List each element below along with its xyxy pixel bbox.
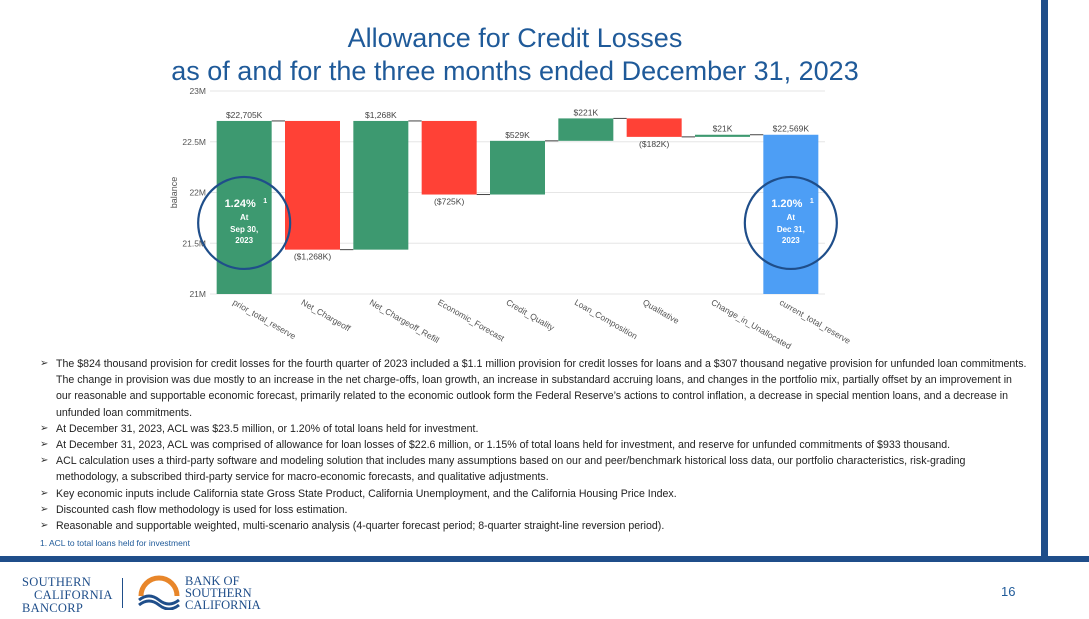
bar-Loan_Composition — [558, 118, 614, 141]
bullet-list: The $824 thousand provision for credit l… — [40, 356, 1030, 551]
bullet-item: ACL calculation uses a third-party softw… — [40, 453, 1030, 485]
annotation-sup: 1 — [810, 198, 814, 205]
annotation-year: 2023 — [235, 236, 253, 245]
right-accent-bar — [1041, 0, 1048, 560]
waterfall-chart: 21M 21.5M 22M 22.5M 23M balance $22,705K prior_… — [169, 86, 853, 350]
bank-of-southern-california-logo: BANK OF SOUTHERN CALIFORNIA — [135, 574, 285, 612]
y-axis-label: balance — [169, 177, 179, 209]
annotation-date: Sep 30, — [230, 225, 258, 234]
logo-left-line-2: CALIFORNIA — [34, 588, 113, 602]
logo-right-line-3: CALIFORNIA — [185, 598, 261, 612]
category-label: Net_Chargeoff — [300, 297, 353, 334]
annotation-ring — [743, 175, 838, 271]
annotation-sup: 1 — [263, 198, 267, 205]
annotation-year: 2023 — [782, 236, 800, 245]
bar-Qualitative — [626, 118, 682, 137]
annotation-ring — [197, 175, 292, 271]
category-label: Qualitative — [641, 297, 681, 326]
bullet-item: Key economic inputs include California s… — [40, 486, 1030, 502]
category-label: current_total_reserve — [778, 297, 853, 346]
value-label: $22,569K — [773, 124, 810, 134]
bar-Economic_Forecast — [421, 120, 477, 195]
y-tick-label: 22.5M — [182, 137, 206, 147]
value-label: ($725K) — [434, 197, 464, 207]
title-line-1: Allowance for Credit Losses — [347, 23, 683, 53]
y-tick-label: 22M — [189, 188, 206, 198]
logo-left-line-3: BANCORP — [22, 601, 84, 615]
annotation-date: Dec 31, — [777, 225, 805, 234]
logo-right-line-1: BANK OF — [185, 574, 240, 588]
bar-Net_Chargeoff_Refill — [353, 120, 409, 250]
y-tick-label: 21.5M — [182, 238, 206, 248]
page-number: 16 — [1001, 584, 1016, 599]
annotation-pct: 1.20% — [771, 198, 802, 210]
category-label: prior_total_reserve — [231, 297, 298, 341]
southern-california-bancorp-logo: SOUTHERN CALIFORNIA BANCORP — [22, 576, 122, 615]
annotation-pct: 1.24% — [225, 198, 256, 210]
annotation-at: At — [787, 213, 796, 222]
value-label: ($1,268K) — [294, 252, 331, 262]
value-label: $1,268K — [365, 110, 397, 120]
value-label: ($182K) — [639, 139, 669, 149]
bar-current_total_reserve — [763, 134, 819, 294]
bar-Credit_Quality — [490, 140, 545, 195]
category-label: Economic_Forecast — [436, 297, 507, 344]
value-label: $21K — [713, 124, 733, 134]
logo-right-line-2: SOUTHERN — [185, 586, 252, 600]
logo-left-line-1: SOUTHERN — [22, 575, 92, 589]
bullet-item: The $824 thousand provision for credit l… — [40, 356, 1030, 421]
category-label: Loan_Composition — [573, 297, 640, 341]
bullet-item: Reasonable and supportable weighted, mul… — [40, 518, 1030, 534]
sunset-wave-icon — [138, 575, 180, 610]
y-tick-label: 21M — [189, 289, 206, 299]
value-label: $221K — [574, 107, 599, 117]
bar-Net_Chargeoff — [285, 120, 340, 250]
bullet-item: At December 31, 2023, ACL was comprised … — [40, 437, 1030, 453]
bullet-item: At December 31, 2023, ACL was $23.5 mill… — [40, 421, 1030, 437]
annotation-at: At — [240, 213, 249, 222]
bottom-accent-bar — [0, 556, 1089, 562]
value-label: $22,705K — [226, 110, 263, 120]
footnote: 1. ACL to total loans held for investmen… — [40, 538, 190, 549]
category-label: Net_Chargeoff_Refill — [368, 297, 441, 345]
logo-divider — [122, 578, 123, 608]
bar-Change_in_Unallocated — [695, 134, 750, 137]
category-label: Credit_Quality — [505, 297, 557, 333]
title-line-2: as of and for the three months ended Dec… — [171, 56, 859, 86]
page-title: Allowance for Credit Losses as of and fo… — [0, 22, 1030, 88]
value-label: $529K — [505, 130, 530, 140]
y-tick-label: 23M — [189, 86, 206, 96]
bullet-item: Discounted cash flow methodology is used… — [40, 502, 1030, 518]
